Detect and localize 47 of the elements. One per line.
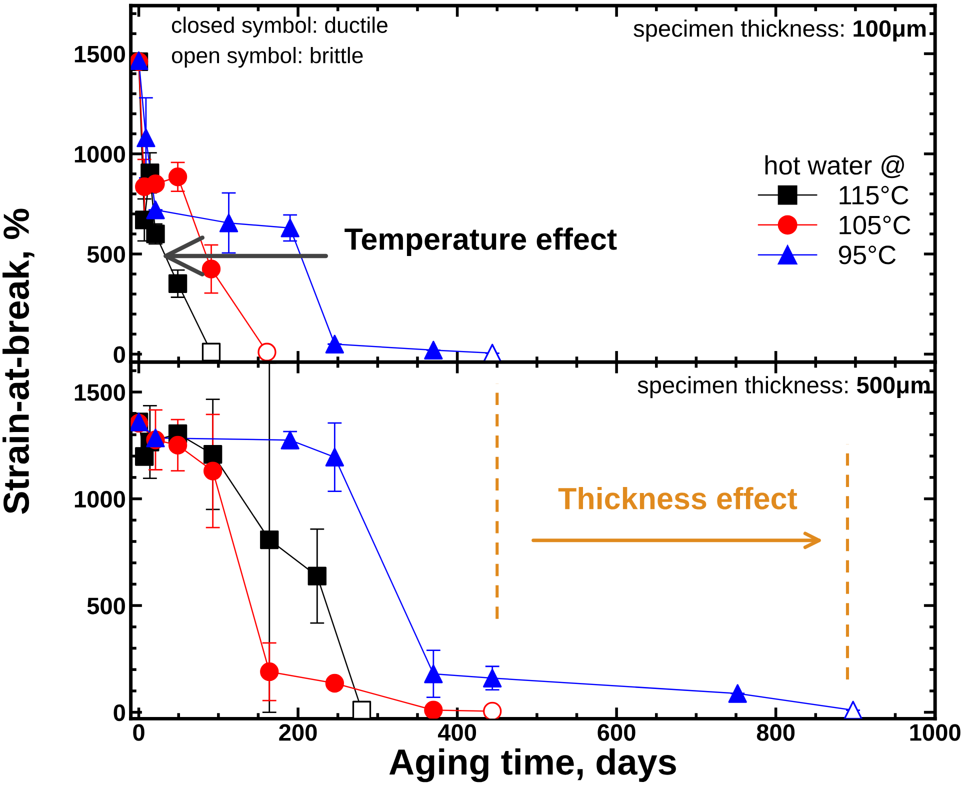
annotation: 500μm [856,376,930,398]
annotation: 100μm [854,20,926,42]
y-tick-label: 1500 [74,384,125,401]
point [203,445,222,464]
annotation: specimen thickness: [634,20,844,42]
point [219,214,238,232]
point [424,340,443,360]
annotation: Thickness effect [558,486,798,510]
y-tick-label: 500 [87,246,125,263]
x-axis-title: Aging time, days [389,748,676,782]
y-tick-label: 1000 [74,146,125,163]
y-tick-label: 0 [114,346,125,363]
legend-label: 115°C [840,186,908,205]
point [483,668,502,688]
x-tick-label: 600 [598,724,636,741]
x-tick-label: 1000 [910,724,960,741]
y-axis-title: Strain-at-break, % [2,208,34,514]
point [728,684,747,703]
point [325,334,344,354]
legend-title: hot water @ [765,155,904,178]
x-tick-label: 800 [756,724,795,741]
point [424,664,443,684]
annotation: specimen thickness: [638,376,848,398]
x-tick-label: 200 [279,724,317,741]
x-tick-label: 400 [438,724,476,741]
point [260,530,279,550]
point [483,702,502,719]
point [280,218,300,238]
point [168,274,188,293]
point [146,200,165,220]
y-tick-label: 1000 [74,490,125,508]
point [325,448,344,466]
y-tick-label: 500 [87,598,125,614]
x-tick-label: 0 [133,724,144,741]
annotation: Temperature effect [344,228,617,256]
annotation: open symbol: brittle [172,46,363,68]
point [844,700,862,719]
y-tick-label: 1500 [74,46,125,62]
point [352,700,372,719]
point [202,342,221,362]
legend-label: 95°C [838,246,896,264]
point [136,128,156,148]
y-tick-label: 0 [114,704,125,722]
legend-label: 105°C [840,216,910,234]
point [308,566,326,586]
point [424,700,443,719]
annotation: closed symbol: ductile [172,16,388,38]
